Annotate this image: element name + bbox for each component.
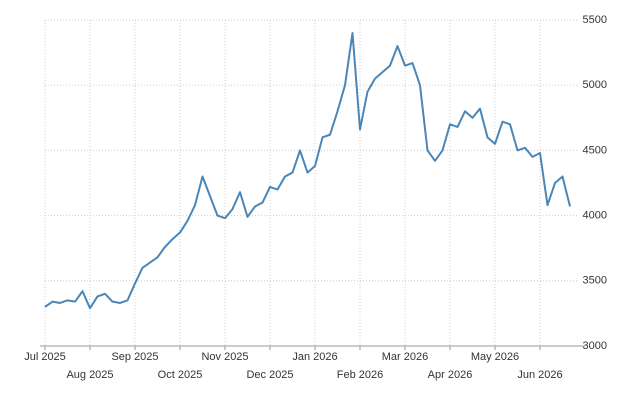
y-tick-label: 3500 [583,275,607,287]
y-tick-label: 5500 [583,14,607,26]
y-tick-label: 3000 [583,340,607,352]
x-tick-label: Oct 2025 [158,369,203,381]
y-tick-label: 4000 [583,210,607,222]
x-tick-label: Nov 2025 [201,351,248,363]
x-tick-label: Jun 2026 [517,369,562,381]
x-tick-label: Apr 2026 [428,369,473,381]
x-tick-label: Mar 2026 [382,351,428,363]
x-tick-label: May 2026 [471,351,519,363]
y-tick-label: 4500 [583,144,607,156]
data-line [44,32,571,310]
y-tick-label: 5000 [583,79,607,91]
x-tick-label: Dec 2025 [246,369,293,381]
x-tick-label: Sep 2025 [111,351,158,363]
x-tick-label: Jul 2025 [24,351,66,363]
x-tick-label: Jan 2026 [292,351,337,363]
x-tick-label: Aug 2025 [66,369,113,381]
x-tick-label: Feb 2026 [337,369,383,381]
